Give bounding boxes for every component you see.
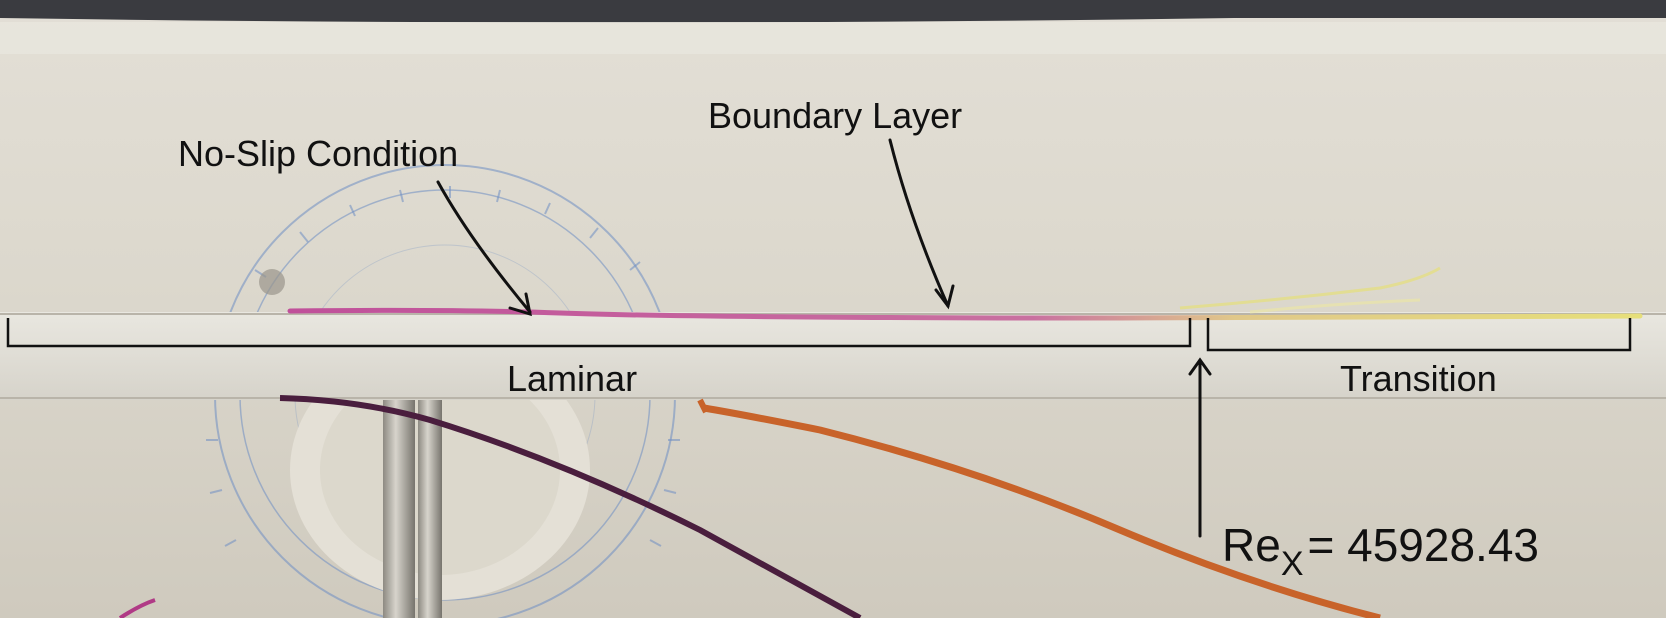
reynolds-subscript: X <box>1280 545 1304 583</box>
reynolds-symbol: Re <box>1222 519 1281 571</box>
top-plate-edge <box>0 22 1666 54</box>
boundary-layer-arrow <box>888 138 955 310</box>
no-slip-condition-label: No-Slip Condition <box>178 133 459 174</box>
purple-wire <box>279 395 862 618</box>
screw <box>259 269 285 295</box>
transition-label: Transition <box>1340 358 1497 399</box>
laminar-bracket <box>6 318 1192 348</box>
reynolds-value: = 45928.43 <box>1307 519 1540 571</box>
transition-bracket <box>1206 318 1632 352</box>
reynolds-number-label: ReX= 45928.43 <box>1222 522 1539 581</box>
no-slip-arrow <box>436 180 532 317</box>
metal-rod <box>418 400 442 618</box>
boundary-layer-label: Boundary Layer <box>708 95 963 136</box>
dye-streak <box>287 307 1643 321</box>
reynolds-arrow <box>1188 357 1212 538</box>
laminar-label: Laminar <box>507 358 638 399</box>
flat-plate <box>0 312 1666 400</box>
metal-rod <box>383 400 415 618</box>
orange-wire <box>703 404 1381 618</box>
